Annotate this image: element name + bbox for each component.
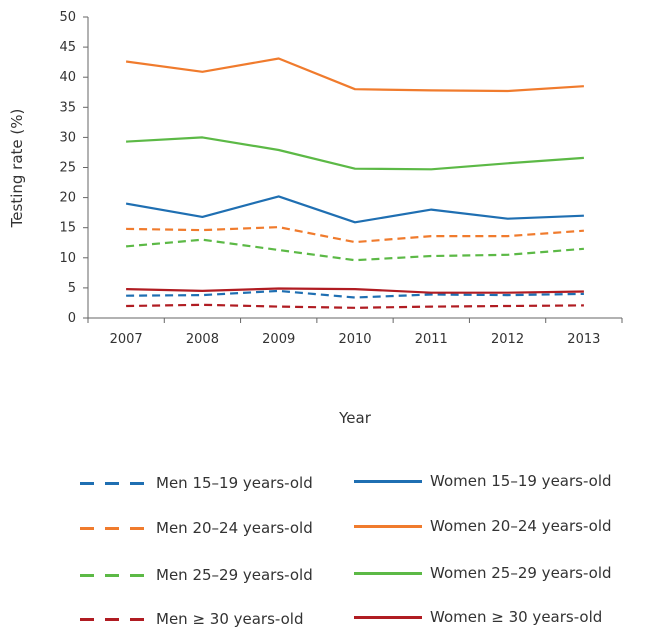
series-line-0	[126, 289, 584, 299]
y-tick-label: 5	[68, 281, 76, 296]
series-line-3	[125, 57, 584, 93]
series-line-4	[126, 238, 584, 262]
series-line-5	[126, 136, 584, 171]
y-tick-label: 50	[59, 10, 76, 25]
axes	[83, 16, 623, 323]
series-line-6	[126, 303, 584, 309]
x-tick-label: 2013	[567, 332, 600, 347]
y-tick-label: 45	[59, 40, 76, 55]
x-tick-label: 2010	[338, 332, 371, 347]
y-tick-label: 40	[59, 70, 76, 85]
y-tick-label: 30	[59, 130, 76, 145]
series-line-1	[125, 195, 584, 224]
y-tick-label: 15	[59, 221, 76, 236]
y-tick-label: 25	[59, 161, 76, 176]
y-tick-label: 35	[59, 100, 76, 115]
series-line-7	[126, 287, 584, 294]
x-tick-label: 2011	[415, 332, 448, 347]
x-tick-label: 2008	[186, 332, 219, 347]
series-line-2	[126, 226, 584, 244]
y-tick-label: 20	[59, 191, 76, 206]
y-tick-label: 10	[59, 251, 76, 266]
x-axis-title: Year	[338, 409, 372, 427]
x-tick-label: 2007	[110, 332, 143, 347]
y-axis-title: Testing rate (%)	[8, 109, 26, 229]
y-tick-labels: 0 5 10 15 20 25 30 35 40 45 50	[59, 10, 76, 326]
x-tick-labels: 2007 2008 2009 2010 2011 2012 2013	[110, 332, 601, 347]
y-tick-label: 0	[68, 311, 76, 326]
x-tick-label: 2012	[491, 332, 524, 347]
series-lines	[125, 57, 584, 309]
x-tick-label: 2009	[262, 332, 295, 347]
